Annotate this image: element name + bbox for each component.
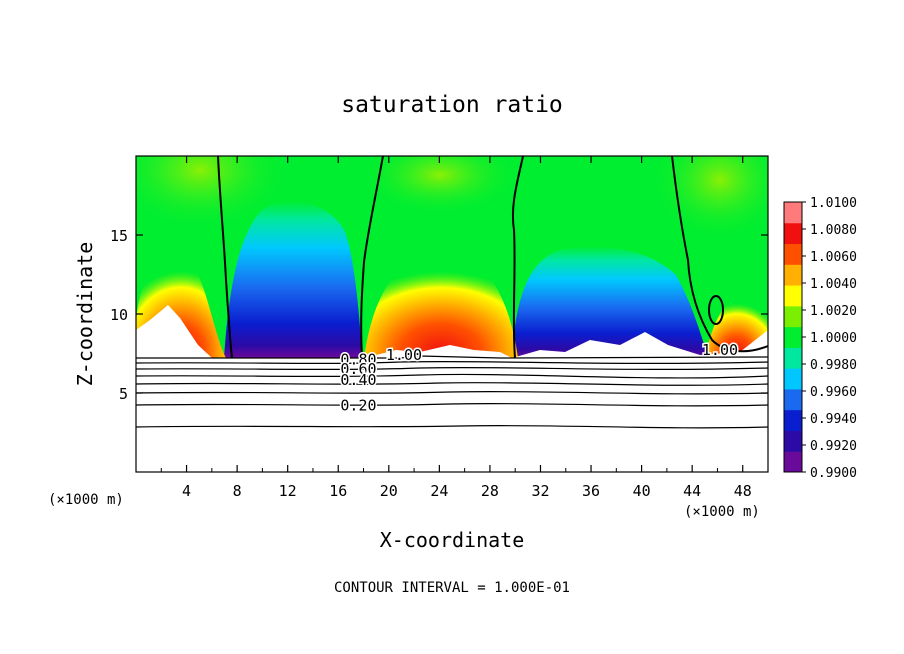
contour-line	[136, 373, 768, 379]
contour-label: 0.60	[340, 360, 376, 378]
x-tick-label: 40	[633, 482, 651, 500]
x-axis-label: X-coordinate	[380, 528, 525, 552]
colorbar-swatch	[784, 222, 802, 245]
contour-line	[511, 156, 524, 359]
field-yellow-tint	[136, 156, 290, 230]
colorbar-label: 0.9900	[810, 466, 857, 481]
contour-line	[136, 424, 768, 429]
colorbar-label: 0.9980	[810, 358, 857, 373]
lower-region	[136, 305, 768, 472]
x-axis-ticks: 4 8 12 16 20 24 28 32 36 40 44 48	[160, 156, 752, 500]
colorbar-label: 1.0000	[810, 331, 857, 346]
chart-title: saturation ratio	[341, 92, 563, 118]
contour-line	[360, 156, 384, 359]
contour-loop	[708, 295, 724, 325]
contour-label: 0.40	[340, 371, 376, 389]
y-axis-label: Z-coordinate	[73, 242, 97, 387]
contour-line	[136, 402, 768, 407]
colorbar-label: 1.0100	[810, 196, 857, 211]
x-tick-label: 24	[430, 482, 448, 500]
contour-line	[136, 366, 768, 371]
x-tick-label: 48	[734, 482, 752, 500]
contour-labels: 1.00 1.00 0.800.600.40 0.20	[339, 340, 740, 416]
colorbar-swatch	[784, 409, 802, 431]
colorbar: 1.0100 1.0080 1.0060 1.0040 1.0020 1.0000 0.99…	[783, 196, 857, 481]
colorbar-swatch	[784, 202, 802, 224]
y-tick-label: 10	[110, 306, 128, 324]
saturation-contours	[217, 156, 768, 359]
contour-line	[136, 382, 768, 386]
x-tick-label: 20	[380, 482, 398, 500]
colorbar-swatch	[784, 305, 802, 328]
contour-label: 1.00	[386, 346, 422, 364]
dry-region	[512, 246, 708, 358]
colorbar-label: 1.0040	[810, 277, 857, 292]
colorbar-label: 0.9960	[810, 385, 857, 400]
contour-line	[136, 390, 768, 395]
contour-line	[136, 360, 768, 365]
x-tick-label: 44	[683, 482, 701, 500]
colorbar-swatch	[784, 368, 802, 390]
colorbar-swatch	[784, 243, 802, 265]
contour-label: 0.80	[340, 351, 376, 369]
x-tick-label: 28	[481, 482, 499, 500]
contour-interval-note: CONTOUR INTERVAL = 1.000E-01	[334, 580, 570, 596]
x-tick-label: 32	[531, 482, 549, 500]
y-tick-label: 15	[110, 227, 128, 245]
field-yellow-tint	[360, 156, 520, 215]
x-tick-label: 8	[233, 482, 242, 500]
colorbar-swatch	[784, 388, 802, 411]
colorbar-label: 1.0020	[810, 304, 857, 319]
plot-area	[136, 156, 768, 472]
lower-contours	[136, 355, 768, 429]
colorbar-label: 1.0060	[810, 250, 857, 265]
x-tick-label: 16	[329, 482, 347, 500]
x-tick-label: 36	[582, 482, 600, 500]
x-tick-label: 12	[279, 482, 297, 500]
colorbar-swatch	[784, 285, 802, 307]
x-tick-label: 4	[182, 482, 191, 500]
colorbar-label: 0.9920	[810, 439, 857, 454]
colorbar-swatch	[784, 430, 802, 452]
y-tick-label: 5	[119, 385, 128, 403]
colorbar-swatch	[784, 347, 802, 369]
colorbar-label: 1.0080	[810, 223, 857, 238]
contour-line	[136, 355, 768, 359]
contour-line	[671, 156, 768, 353]
x-axis-unit-left: (×1000 m)	[48, 492, 124, 508]
contour-label: 0.20	[340, 396, 376, 414]
moist-region	[364, 249, 518, 358]
field-yellow-tint	[650, 156, 768, 240]
colorbar-label: 0.9940	[810, 412, 857, 427]
colorbar-swatch	[784, 326, 802, 348]
colorbar-swatch	[784, 264, 802, 286]
contour-label: 1.00	[702, 341, 738, 359]
y-axis-ticks: 5 10 15	[110, 227, 768, 403]
dry-region	[224, 201, 362, 358]
x-axis-unit-right: (×1000 m)	[684, 504, 760, 520]
colorbar-swatch	[784, 451, 802, 473]
moist-region	[705, 290, 768, 358]
contour-line	[217, 156, 233, 359]
